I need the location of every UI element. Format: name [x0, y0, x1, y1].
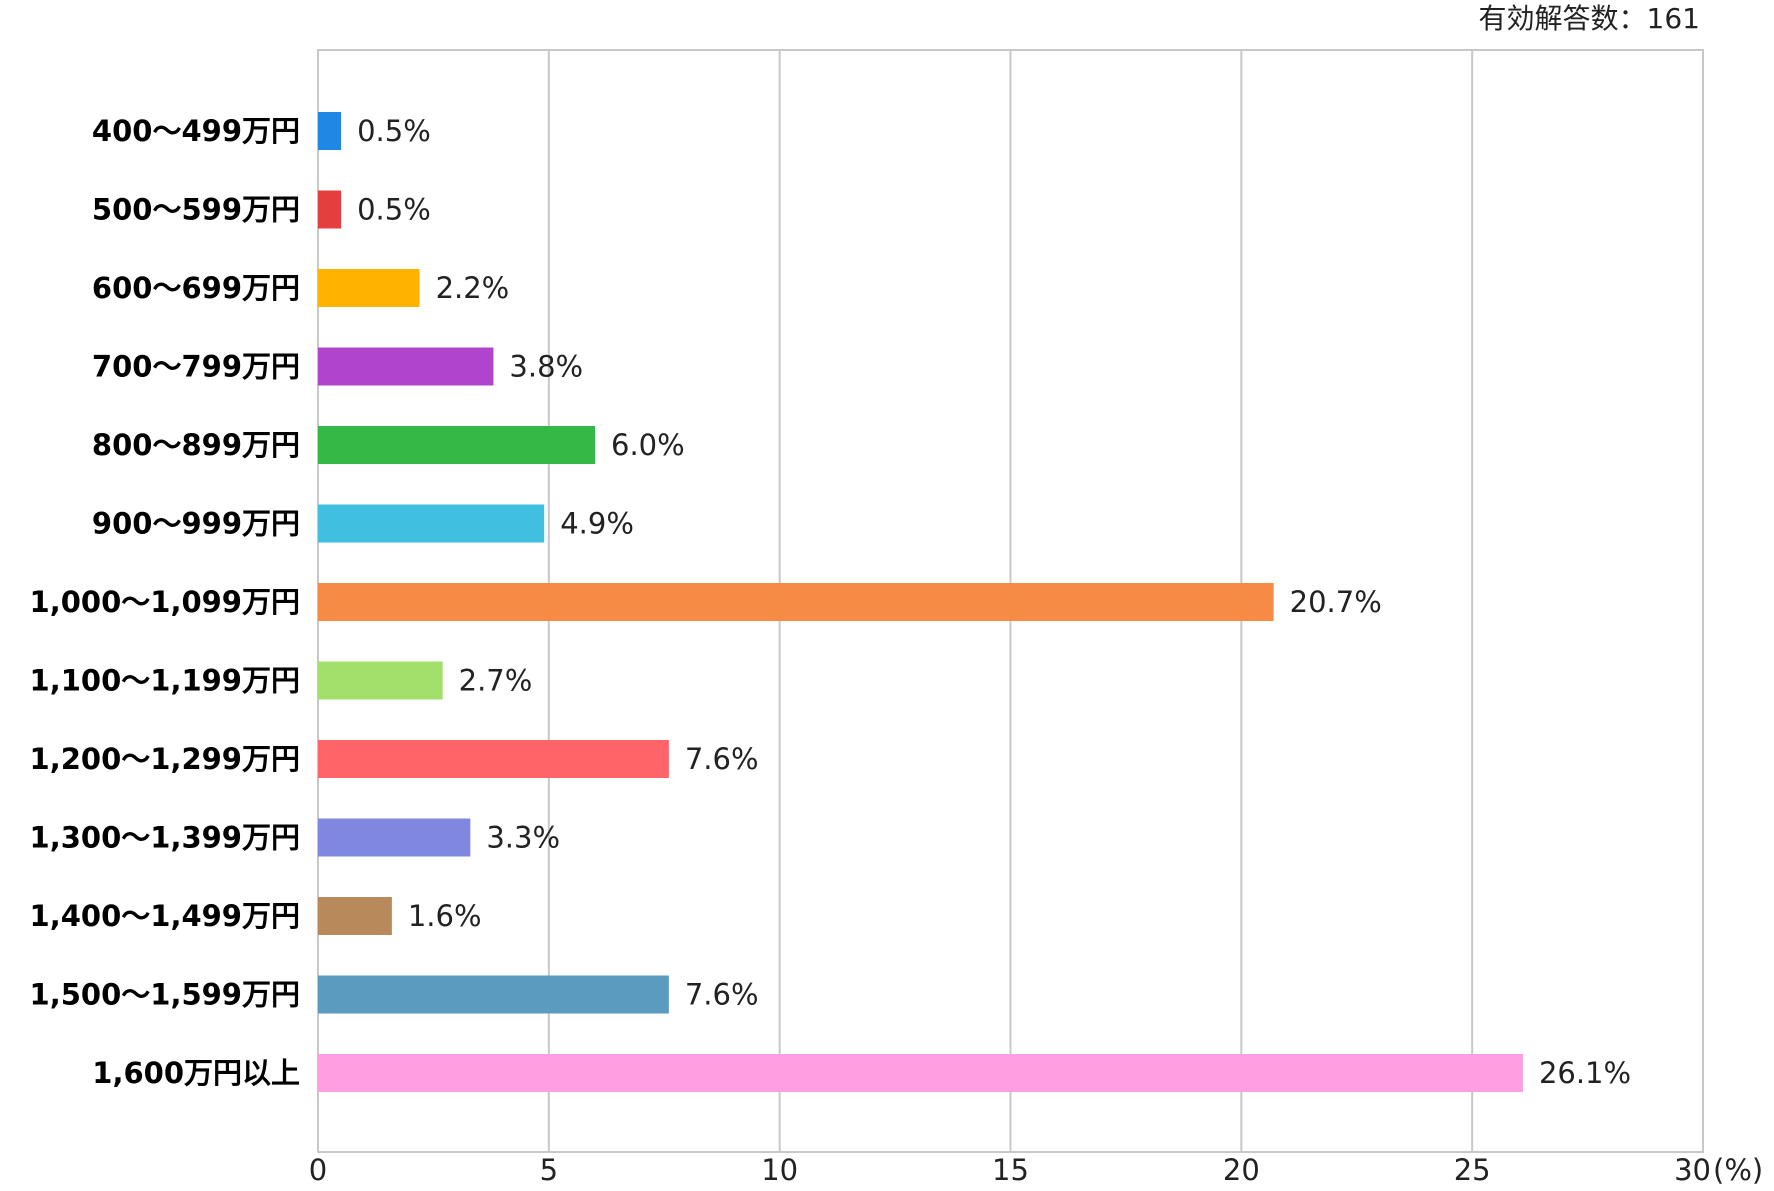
value-labels: 0.5% 0.5% 2.2% 3.8% 6.0% 4.9% 20.7% 2.7% 7.6% 3.3…: [357, 114, 1631, 1090]
bar: [318, 426, 595, 464]
bar: [318, 975, 669, 1014]
category-label: 1,300〜1,399万円: [30, 821, 300, 855]
x-tick-label: 20: [1223, 1153, 1260, 1187]
bar: [318, 583, 1274, 621]
bar: [318, 740, 669, 778]
response-count-note: 有効解答数：161: [1479, 2, 1700, 35]
data-label: 0.5%: [357, 114, 431, 148]
x-axis-ticks: 0 5 10 15 20 25 30 (%): [309, 1153, 1763, 1187]
x-tick-label: 0: [309, 1153, 327, 1187]
bar: [318, 112, 342, 150]
category-label: 1,100〜1,199万円: [30, 664, 300, 698]
category-label: 1,600万円以上: [92, 1056, 300, 1090]
x-tick-label: 15: [992, 1153, 1029, 1187]
data-label: 7.6%: [685, 978, 759, 1012]
data-label: 26.1%: [1539, 1056, 1631, 1090]
data-label: 2.2%: [436, 271, 510, 305]
x-tick-label: 25: [1454, 1153, 1491, 1187]
category-labels: 400〜499万円 500〜599万円 600〜699万円 700〜799万円 800〜…: [30, 114, 300, 1090]
data-label: 3.3%: [486, 821, 560, 855]
bar: [318, 504, 545, 543]
x-tick-label: 5: [540, 1153, 558, 1187]
category-label: 500〜599万円: [92, 193, 300, 227]
data-label: 0.5%: [357, 193, 431, 227]
category-label: 1,000〜1,099万円: [30, 585, 300, 619]
data-label: 1.6%: [408, 899, 482, 933]
data-label: 20.7%: [1290, 585, 1382, 619]
bar: [318, 1054, 1523, 1092]
data-label: 3.8%: [509, 350, 583, 384]
category-label: 900〜999万円: [92, 507, 300, 541]
data-label: 6.0%: [611, 428, 685, 462]
category-label: 600〜699万円: [92, 271, 300, 305]
category-label: 800〜899万円: [92, 428, 300, 462]
bar: [318, 190, 342, 229]
bar: [318, 818, 471, 857]
category-label: 700〜799万円: [92, 350, 300, 384]
x-axis-unit-label: (%): [1713, 1153, 1763, 1187]
x-tick-label: 10: [761, 1153, 798, 1187]
bar: [318, 347, 494, 386]
category-label: 400〜499万円: [92, 114, 300, 148]
bars: [318, 112, 1523, 1092]
data-label: 2.7%: [459, 664, 533, 698]
data-label: 7.6%: [685, 742, 759, 776]
category-label: 1,200〜1,299万円: [30, 742, 300, 776]
bar: [318, 269, 420, 307]
data-label: 4.9%: [560, 507, 634, 541]
bar: [318, 661, 443, 700]
category-label: 1,400〜1,499万円: [30, 899, 300, 933]
bar: [318, 897, 392, 935]
category-label: 1,500〜1,599万円: [30, 978, 300, 1012]
x-tick-label: 30: [1674, 1153, 1711, 1187]
